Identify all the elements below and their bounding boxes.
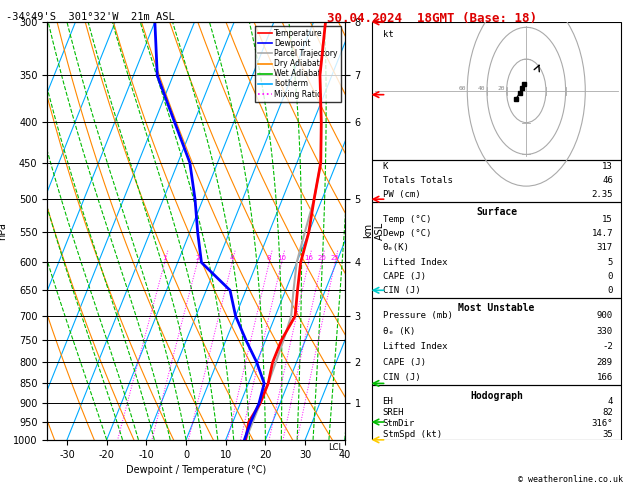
Text: LCL: LCL <box>328 443 343 452</box>
Text: 8: 8 <box>267 255 272 261</box>
Text: 316°: 316° <box>591 419 613 428</box>
Bar <box>372 160 621 202</box>
Text: 2.35: 2.35 <box>591 190 613 199</box>
Text: θₑ(K): θₑ(K) <box>382 243 409 252</box>
Text: Lifted Index: Lifted Index <box>382 342 447 351</box>
Text: Most Unstable: Most Unstable <box>459 303 535 312</box>
X-axis label: Dewpoint / Temperature (°C): Dewpoint / Temperature (°C) <box>126 465 266 475</box>
Text: 1: 1 <box>162 255 167 261</box>
Text: CAPE (J): CAPE (J) <box>382 358 426 367</box>
Text: 4: 4 <box>230 255 235 261</box>
Text: 20: 20 <box>317 255 326 261</box>
Y-axis label: km
ASL: km ASL <box>364 222 385 240</box>
Text: EH: EH <box>382 397 393 406</box>
Text: K: K <box>382 162 388 171</box>
Text: 0: 0 <box>608 286 613 295</box>
Bar <box>372 22 621 160</box>
Text: 20: 20 <box>498 86 505 91</box>
Text: 16: 16 <box>304 255 313 261</box>
Text: 10: 10 <box>277 255 286 261</box>
Text: Surface: Surface <box>476 207 517 217</box>
Text: SREH: SREH <box>382 408 404 417</box>
Text: CIN (J): CIN (J) <box>382 286 420 295</box>
Text: CIN (J): CIN (J) <box>382 373 420 382</box>
Text: 900: 900 <box>597 312 613 320</box>
Text: 4: 4 <box>608 397 613 406</box>
Text: 317: 317 <box>597 243 613 252</box>
Text: StmDir: StmDir <box>382 419 415 428</box>
Text: 0: 0 <box>608 272 613 281</box>
Text: Temp (°C): Temp (°C) <box>382 215 431 224</box>
Text: 25: 25 <box>331 255 340 261</box>
Text: 35: 35 <box>602 430 613 439</box>
Text: 40: 40 <box>478 86 486 91</box>
Text: 289: 289 <box>597 358 613 367</box>
Text: -34°49'S  301°32'W  21m ASL: -34°49'S 301°32'W 21m ASL <box>6 12 175 22</box>
Text: Lifted Index: Lifted Index <box>382 258 447 266</box>
Text: kt: kt <box>382 30 393 39</box>
Text: 13: 13 <box>602 162 613 171</box>
Bar <box>372 385 621 440</box>
Text: 30.04.2024  18GMT (Base: 18): 30.04.2024 18GMT (Base: 18) <box>327 12 537 25</box>
Text: 166: 166 <box>597 373 613 382</box>
Bar <box>372 202 621 298</box>
Text: 2: 2 <box>195 255 199 261</box>
Text: θₑ (K): θₑ (K) <box>382 327 415 336</box>
Text: StmSpd (kt): StmSpd (kt) <box>382 430 442 439</box>
Text: 82: 82 <box>602 408 613 417</box>
Text: -2: -2 <box>602 342 613 351</box>
Y-axis label: hPa: hPa <box>0 222 8 240</box>
Text: 5: 5 <box>608 258 613 266</box>
Text: 15: 15 <box>602 215 613 224</box>
Text: Hodograph: Hodograph <box>470 391 523 400</box>
Text: 330: 330 <box>597 327 613 336</box>
Text: © weatheronline.co.uk: © weatheronline.co.uk <box>518 474 623 484</box>
Text: CAPE (J): CAPE (J) <box>382 272 426 281</box>
Text: Dewp (°C): Dewp (°C) <box>382 229 431 238</box>
Text: Totals Totals: Totals Totals <box>382 176 452 185</box>
Text: PW (cm): PW (cm) <box>382 190 420 199</box>
Text: Pressure (mb): Pressure (mb) <box>382 312 452 320</box>
Legend: Temperature, Dewpoint, Parcel Trajectory, Dry Adiabat, Wet Adiabat, Isotherm, Mi: Temperature, Dewpoint, Parcel Trajectory… <box>255 26 341 102</box>
Text: 60: 60 <box>459 86 466 91</box>
Text: 46: 46 <box>602 176 613 185</box>
Bar <box>372 298 621 385</box>
Text: 14.7: 14.7 <box>591 229 613 238</box>
